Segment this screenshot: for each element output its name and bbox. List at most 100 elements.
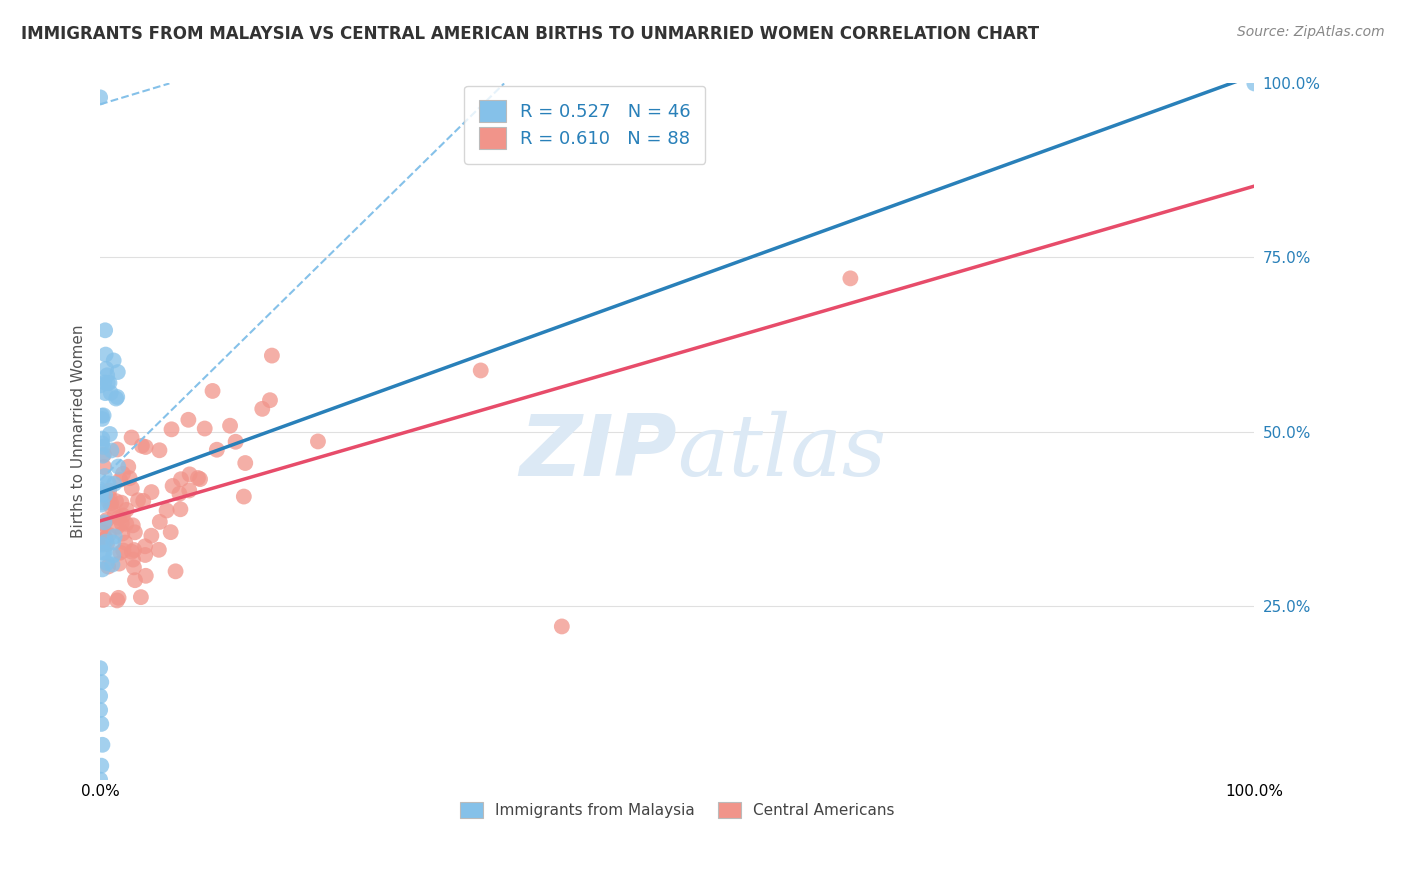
Point: [94, 323, 117, 337]
Point: [114, 535, 136, 549]
Point: [90, 717, 112, 731]
Point: [91, 546, 114, 560]
Point: [259, 393, 281, 408]
Point: [232, 490, 254, 504]
Point: [104, 494, 127, 508]
Point: [93, 545, 115, 559]
Point: [260, 349, 283, 363]
Text: Source: ZipAtlas.com: Source: ZipAtlas.com: [1237, 25, 1385, 39]
Point: [165, 565, 187, 579]
Point: [94, 361, 117, 376]
Point: [97, 527, 120, 541]
Point: [94, 348, 117, 362]
Point: [155, 503, 177, 517]
Point: [94, 386, 117, 401]
Point: [111, 526, 134, 541]
Point: [121, 430, 143, 444]
Point: [91, 593, 114, 607]
Point: [91, 436, 114, 450]
Point: [219, 418, 242, 433]
Point: [470, 363, 492, 377]
Point: [91, 412, 114, 426]
Point: [97, 494, 120, 508]
Point: [111, 516, 134, 531]
Point: [551, 619, 574, 633]
Point: [839, 271, 862, 285]
Point: [134, 539, 156, 553]
Point: [93, 409, 115, 423]
Point: [107, 459, 129, 474]
Point: [108, 511, 131, 525]
Point: [124, 525, 146, 540]
Point: [194, 421, 217, 435]
Point: [112, 543, 135, 558]
Point: [110, 496, 132, 510]
Point: [90, 534, 112, 549]
Point: [233, 456, 256, 470]
Point: [96, 513, 118, 527]
Point: [201, 384, 224, 398]
Point: [93, 517, 115, 532]
Point: [131, 439, 153, 453]
Point: [90, 487, 112, 501]
Point: [89, 772, 111, 787]
Y-axis label: Births to Unmarried Women: Births to Unmarried Women: [72, 325, 86, 538]
Point: [117, 459, 139, 474]
Point: [121, 518, 143, 533]
Point: [135, 440, 157, 454]
Point: [111, 508, 134, 523]
Point: [105, 392, 128, 406]
Point: [121, 545, 143, 559]
Point: [91, 533, 114, 548]
Point: [91, 449, 114, 463]
Point: [89, 703, 111, 717]
Point: [91, 562, 114, 576]
Point: [97, 376, 120, 390]
Point: [103, 508, 125, 523]
Text: IMMIGRANTS FROM MALAYSIA VS CENTRAL AMERICAN BIRTHS TO UNMARRIED WOMEN CORRELATI: IMMIGRANTS FROM MALAYSIA VS CENTRAL AMER…: [21, 25, 1039, 43]
Point: [93, 376, 115, 390]
Point: [107, 591, 129, 605]
Point: [91, 738, 114, 752]
Point: [94, 534, 117, 549]
Point: [94, 488, 117, 502]
Point: [115, 503, 138, 517]
Point: [96, 556, 118, 570]
Point: [127, 493, 149, 508]
Point: [96, 537, 118, 551]
Point: [148, 443, 170, 458]
Point: [100, 496, 122, 510]
Point: [100, 443, 122, 458]
Point: [103, 476, 125, 491]
Point: [1243, 77, 1265, 91]
Point: [105, 390, 128, 404]
Point: [103, 548, 125, 562]
Point: [107, 519, 129, 533]
Point: [91, 537, 114, 551]
Point: [90, 483, 112, 497]
Point: [122, 560, 145, 574]
Point: [93, 516, 115, 530]
Point: [177, 413, 200, 427]
Point: [90, 409, 112, 423]
Point: [98, 376, 121, 390]
Point: [121, 481, 143, 495]
Point: [90, 498, 112, 512]
Point: [98, 483, 121, 498]
Point: [91, 536, 114, 550]
Point: [159, 525, 181, 540]
Point: [104, 529, 127, 543]
Point: [96, 368, 118, 383]
Point: [100, 499, 122, 513]
Point: [162, 479, 184, 493]
Legend: Immigrants from Malaysia, Central Americans: Immigrants from Malaysia, Central Americ…: [454, 796, 901, 824]
Point: [97, 476, 120, 491]
Point: [141, 485, 163, 500]
Point: [169, 486, 191, 500]
Point: [307, 434, 329, 449]
Point: [93, 448, 115, 462]
Point: [134, 548, 156, 562]
Point: [122, 543, 145, 558]
Point: [90, 758, 112, 772]
Point: [103, 353, 125, 368]
